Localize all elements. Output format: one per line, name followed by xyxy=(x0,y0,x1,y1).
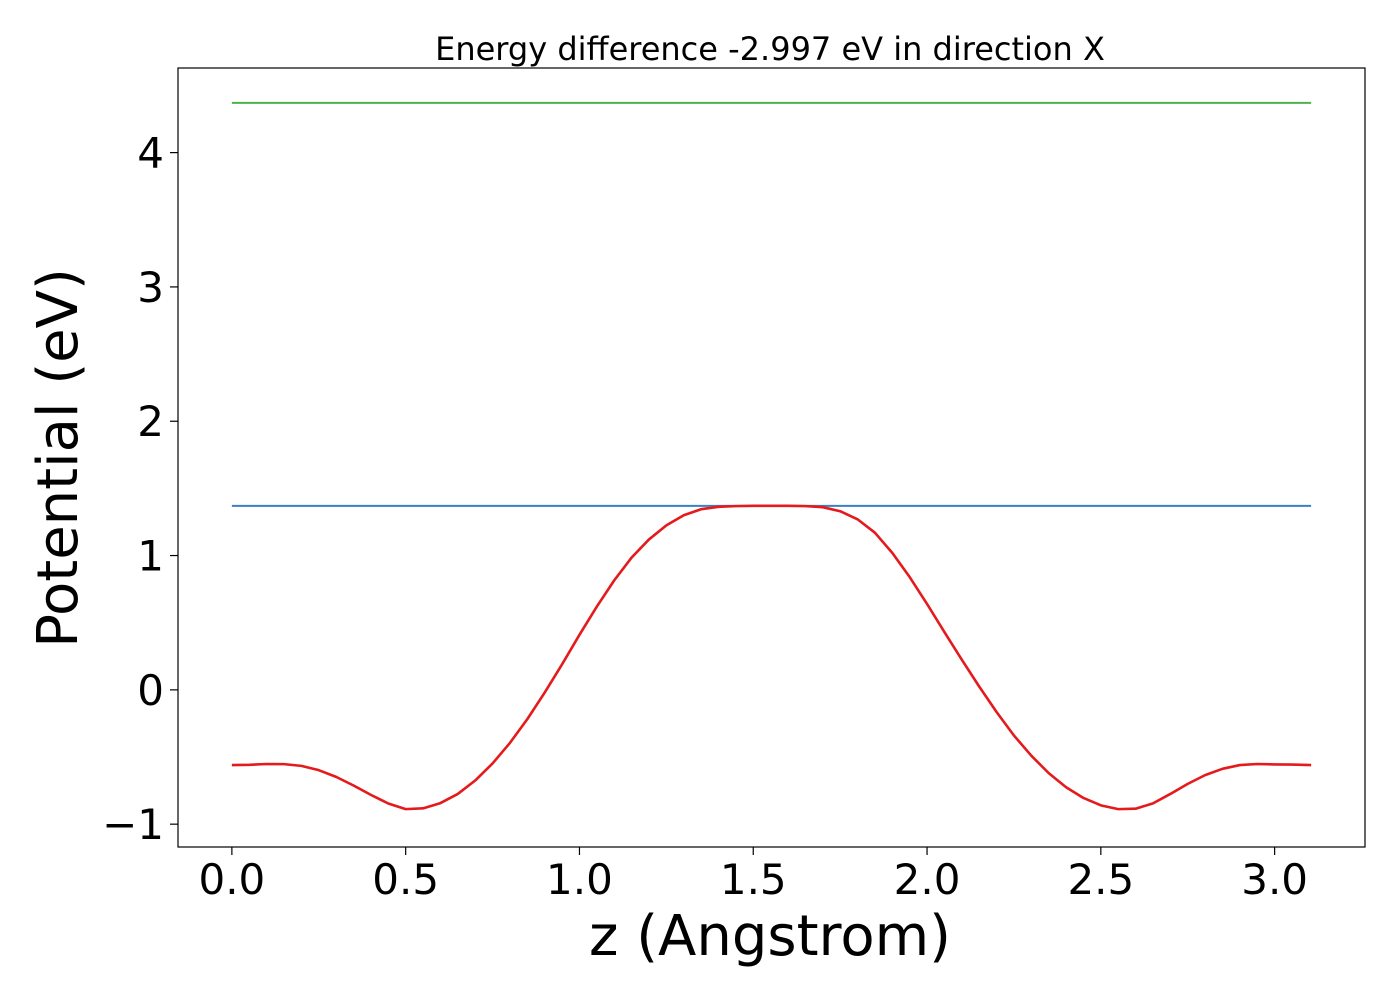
x-tick-label: 1.5 xyxy=(720,855,787,904)
y-axis-label: Potential (eV) xyxy=(26,268,91,648)
x-axis-label: z (Angstrom) xyxy=(589,904,951,969)
x-tick-label: 3.0 xyxy=(1241,855,1308,904)
plot-frame xyxy=(177,67,1366,848)
y-axis: −1 0 1 2 3 4 xyxy=(102,129,178,849)
x-tick-label: 0.0 xyxy=(198,855,265,904)
y-tick-label: 3 xyxy=(137,263,164,312)
series-layer xyxy=(231,101,1312,811)
x-tick-label: 0.5 xyxy=(372,855,439,904)
y-tick-label: 2 xyxy=(137,397,164,446)
chart-title: Energy difference -2.997 eV in direction… xyxy=(435,30,1105,68)
x-tick-label: 2.5 xyxy=(1067,855,1134,904)
y-tick-label: −1 xyxy=(102,800,164,849)
y-tick-label: 4 xyxy=(137,129,164,178)
x-tick-label: 2.0 xyxy=(894,855,961,904)
y-tick-label: 1 xyxy=(137,532,164,581)
x-axis: 0.0 0.5 1.0 1.5 2.0 2.5 3.0 xyxy=(198,847,1308,904)
y-tick-label: 0 xyxy=(137,666,164,715)
x-tick-label: 1.0 xyxy=(546,855,613,904)
series-line-3 xyxy=(231,504,1312,811)
